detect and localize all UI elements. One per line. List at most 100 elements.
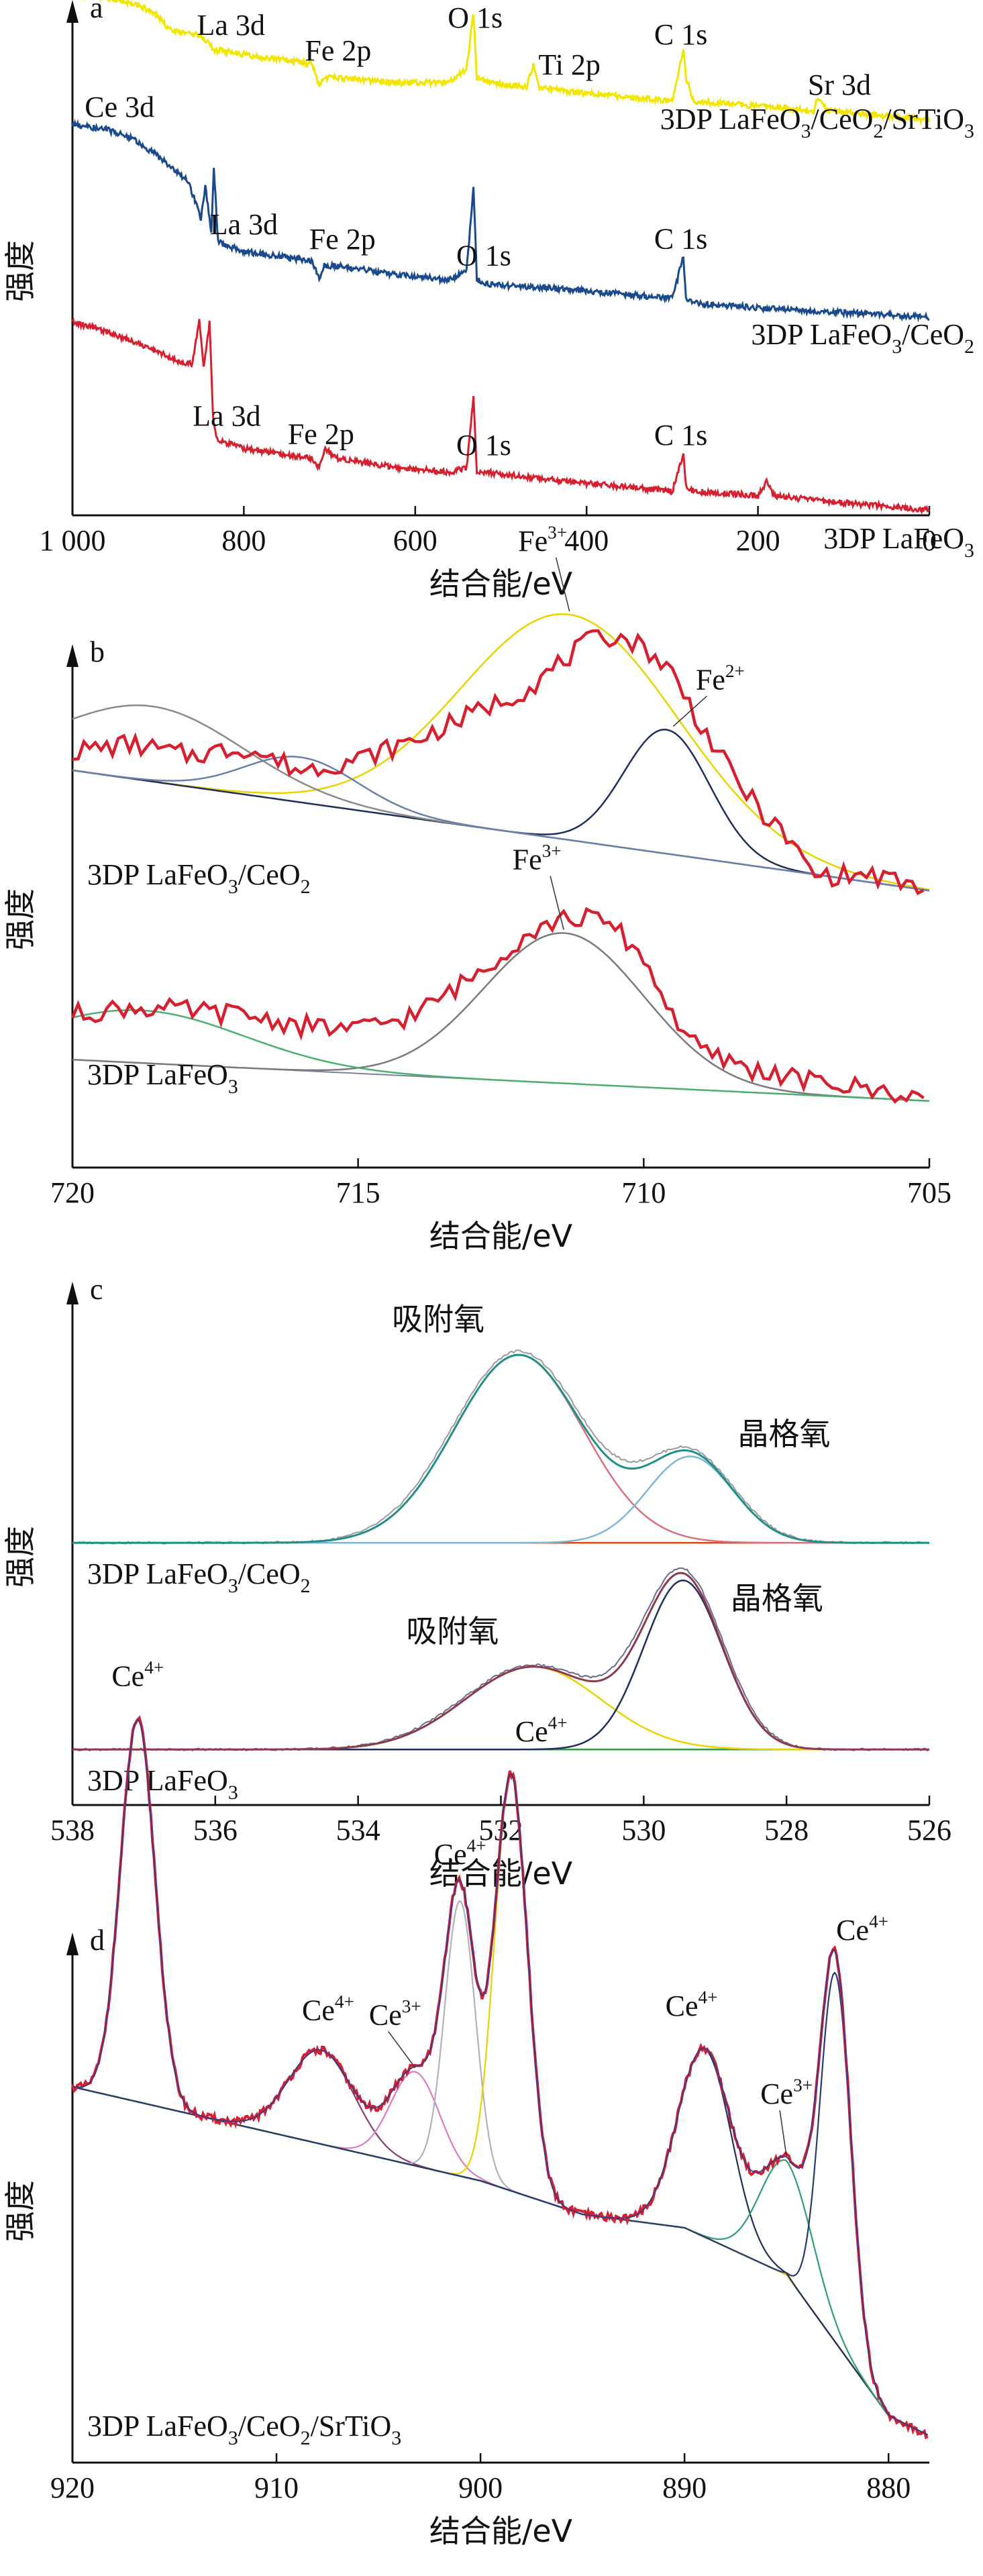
background-line <box>72 2085 928 2436</box>
peak-label: Fe3+ <box>513 841 562 876</box>
label-part: Fe <box>696 663 725 696</box>
label-part: Ce <box>836 1914 869 1947</box>
peak-label: Ti 2p <box>538 48 601 81</box>
fit-component <box>72 2048 929 2436</box>
label-part: 3DP LaFe <box>87 858 207 891</box>
label-part: 2 <box>301 1575 311 1597</box>
x-axis-label: 结合能/eV <box>429 2513 573 2549</box>
peak-label: Fe2+ <box>696 661 745 696</box>
label-part: 3 <box>964 539 974 562</box>
x-tick-label: 705 <box>907 1176 951 1209</box>
label-part: O <box>207 2410 228 2442</box>
raw-spectrum <box>72 629 925 896</box>
spectrum-line <box>83 0 931 126</box>
label-part: 3DP LaFe <box>751 318 870 351</box>
label-part: Ce <box>666 1990 699 2022</box>
peak-label: 晶格氧 <box>731 1580 823 1616</box>
xps-survey-chart: 1 000 800 600 400 200 0 结合能/eV 强度 a Ce 3d La 3d Fe … <box>2 0 974 602</box>
peak-label: La 3d <box>197 9 265 42</box>
peak-label: 吸附氧 <box>406 1613 499 1649</box>
x-tick-label: 920 <box>50 2471 95 2504</box>
x-tick-label: 534 <box>336 1814 380 1847</box>
y-axis-label: 强度 <box>2 240 38 302</box>
x-tick-label: 880 <box>866 2471 911 2504</box>
peak-label: O 1s <box>456 239 511 272</box>
panel-letter: c <box>90 1273 103 1306</box>
x-tick-label: 910 <box>254 2471 299 2504</box>
label-part: /Ce <box>902 318 943 351</box>
panel-c: 538 536 534 532 530 528 526 结合能/eV 强度 c 吸附氧 晶格氧 3DP … <box>0 1273 983 1912</box>
peak-label: Ce4+ <box>666 1988 718 2022</box>
peak-label: Sr 3d <box>808 68 871 101</box>
x-tick-label: 720 <box>50 1176 95 1209</box>
label-part: Ce <box>111 1659 144 1692</box>
peak-label: Ce4+ <box>836 1911 888 1946</box>
fit-component <box>72 1009 930 1102</box>
fit-component <box>72 2071 929 2436</box>
label-part: O <box>943 103 964 136</box>
fit-component <box>72 2049 929 2436</box>
label-part: 3 <box>391 2427 401 2449</box>
panel-b: 720 715 710 705 结合能/eV 强度 b Fe3+ Fe2+ 3DP LaFeO3/… <box>0 522 983 1275</box>
peak-label: O 1s <box>456 429 511 462</box>
panel-d: 920 910 900 890 880 结合能/eV 强度 d Ce4+ Ce4+ Ce3+ Ce4+… <box>0 1657 983 2573</box>
peak-label: Fe 2p <box>288 418 354 451</box>
panel-letter: d <box>90 1924 105 1957</box>
peak-label: 晶格氧 <box>738 1416 831 1452</box>
label-part: 4+ <box>548 1713 568 1733</box>
label-leader <box>672 695 707 727</box>
x-tick-label: 200 <box>736 524 780 557</box>
panel-letter: b <box>90 635 105 668</box>
label-part: 4+ <box>869 1911 888 1931</box>
y-axis-label: 强度 <box>2 2180 38 2242</box>
label-part: Ce <box>369 1999 402 2032</box>
label-part: 3 <box>228 1076 238 1098</box>
sample-label: 3DP LaFeO3 <box>87 1058 238 1098</box>
series-label: 3DP LaFeO3 <box>823 522 974 562</box>
x-tick-label: 800 <box>221 524 266 557</box>
fit-component <box>72 756 930 892</box>
label-part: Ce <box>515 1715 548 1748</box>
label-part: O <box>943 522 964 555</box>
label-part: 3 <box>228 2427 238 2449</box>
label-part: 3+ <box>402 1996 421 2016</box>
x-axis-label: 结合能/eV <box>429 1218 573 1254</box>
x-tick-label: 715 <box>336 1176 380 1209</box>
fit-envelope <box>72 1718 928 2436</box>
label-part: O <box>852 103 874 136</box>
y-axis-label: 强度 <box>2 1526 38 1588</box>
label-part: 4+ <box>144 1657 164 1678</box>
label-part: 3DP LaFe <box>823 522 943 555</box>
sample-label: 3DP LaFeO3/CeO2 <box>87 1557 311 1597</box>
label-leader <box>550 876 564 930</box>
y-axis-label: 强度 <box>2 888 38 950</box>
peak-label: Ce4+ <box>515 1713 568 1748</box>
label-part: 3 <box>228 1782 238 1804</box>
label-part: 3DP LaFe <box>87 1058 207 1091</box>
sample-label: 3DP LaFeO3/CeO2/SrTiO3 <box>87 2410 401 2449</box>
peak-label: Ce4+ <box>434 1836 486 1871</box>
fit-component <box>72 2085 929 2436</box>
label-part: O <box>279 858 301 891</box>
label-part: 3 <box>892 336 902 358</box>
label-part: 3+ <box>542 841 562 861</box>
label-part: O <box>207 858 228 891</box>
label-part: 3 <box>228 1575 238 1597</box>
peak-label: C 1s <box>654 18 707 51</box>
peak-label: Ce3+ <box>760 2075 813 2110</box>
peak-label: Ce4+ <box>111 1657 164 1692</box>
x-tick-label: 890 <box>662 2471 707 2504</box>
series-label: 3DP LaFeO3/CeO2 <box>751 318 974 358</box>
x-tick-label: 600 <box>393 524 437 557</box>
label-part: 4+ <box>698 1988 717 2008</box>
spectrum-line <box>71 118 930 323</box>
fit-component <box>72 1455 929 1544</box>
peak-label: Ce 3d <box>85 91 154 123</box>
label-part: 3 <box>964 120 974 142</box>
peak-label: O 1s <box>448 1 503 34</box>
raw-spectrum <box>70 907 925 1104</box>
peak-label: La 3d <box>210 208 278 241</box>
series-label: 3DP LaFeO3/CeO2/SrTiO3 <box>660 103 974 142</box>
label-part: Ce <box>760 2077 793 2110</box>
